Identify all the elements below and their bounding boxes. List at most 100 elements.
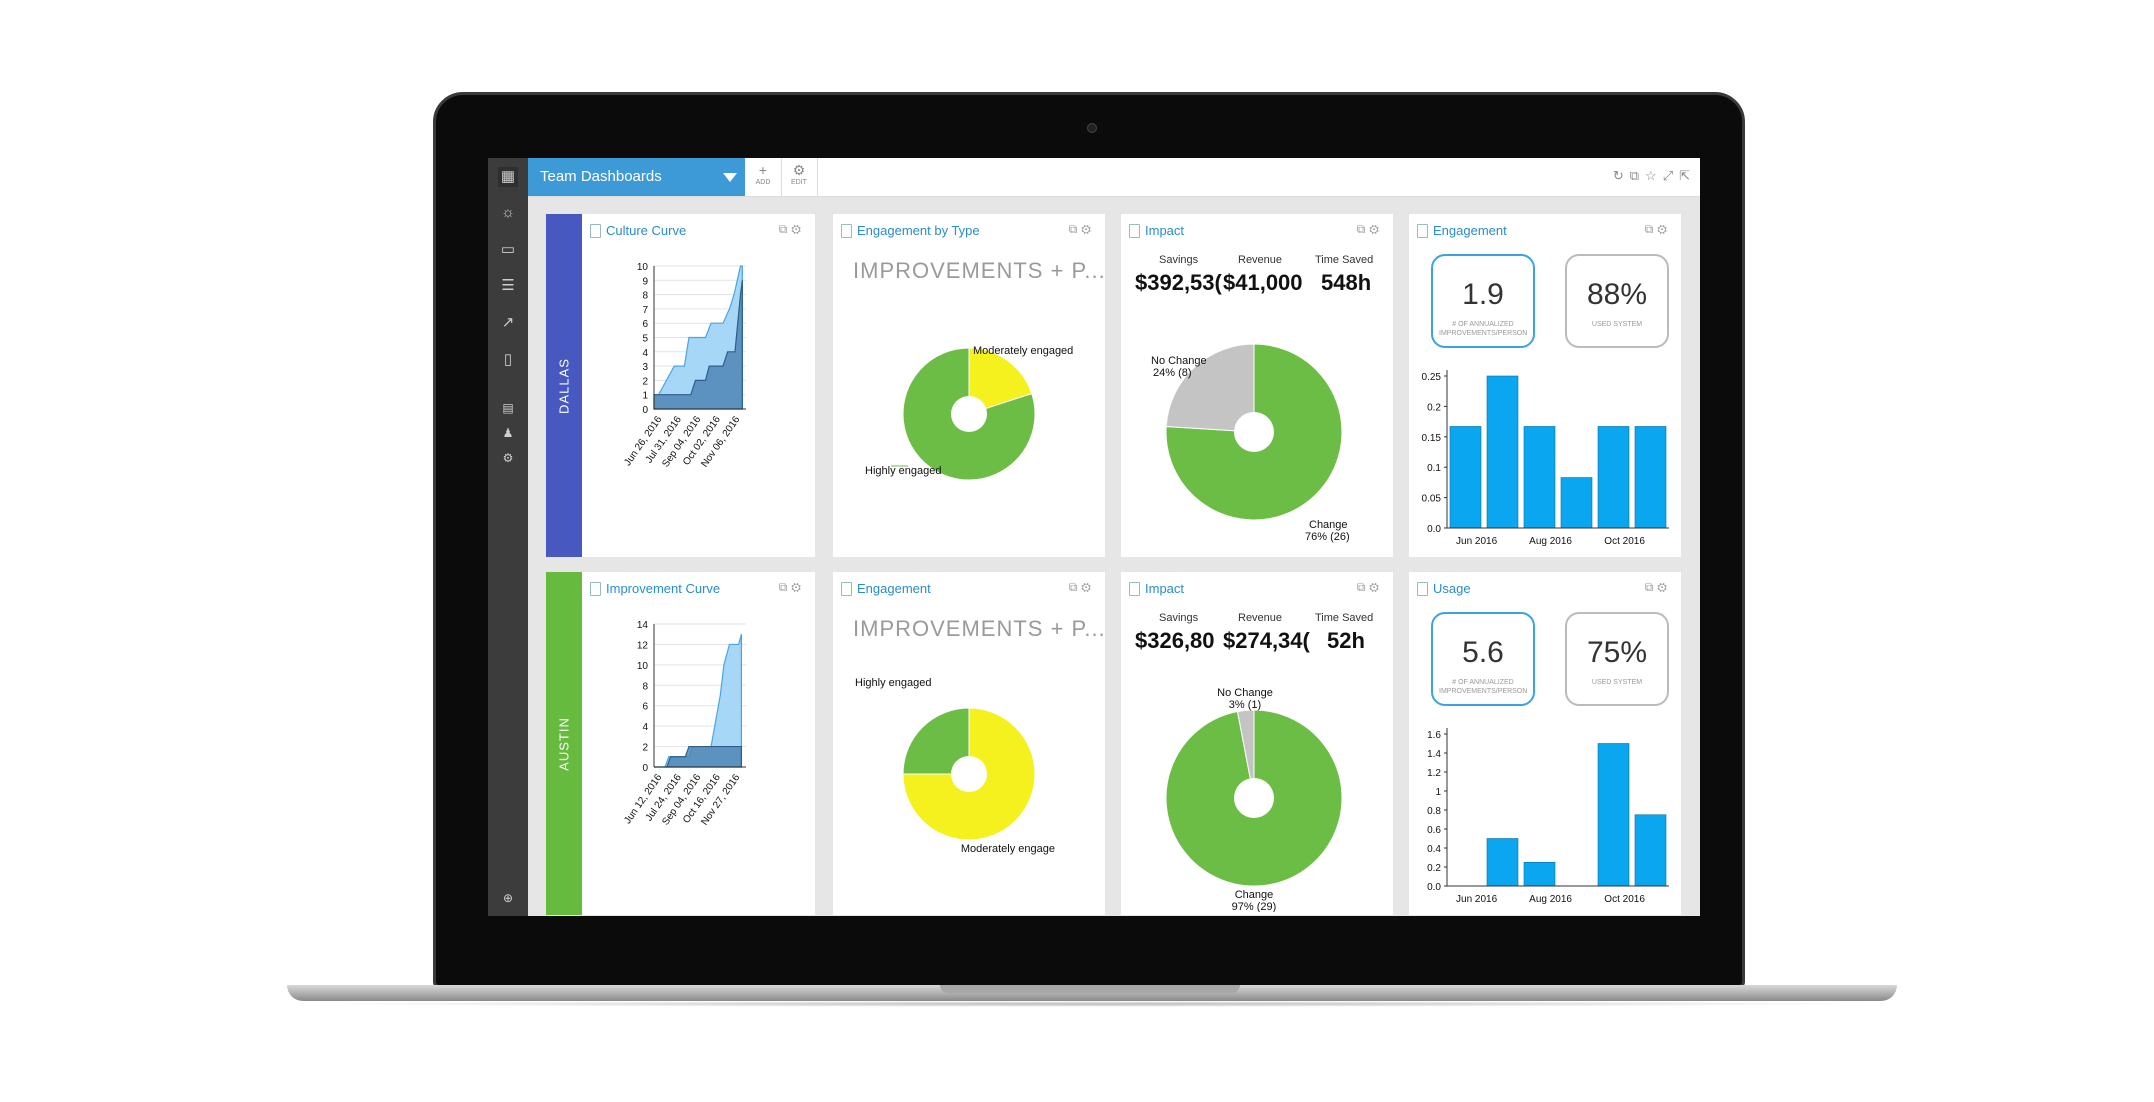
x-tick-label: Oct 2016 xyxy=(1604,536,1645,547)
revenue-label: Revenue xyxy=(1238,254,1283,266)
slice-label: No Change xyxy=(1217,687,1273,699)
card-title[interactable]: Engagement by Type xyxy=(857,223,980,238)
y-tick-label: 0.2 xyxy=(1427,863,1441,874)
y-tick-label: 3 xyxy=(642,362,648,373)
y-tick-label: 0.0 xyxy=(1427,882,1441,893)
y-tick-label: 0.0 xyxy=(1427,524,1441,535)
dashboard-selector[interactable]: Team Dashboards xyxy=(528,158,745,196)
y-tick-label: 12 xyxy=(637,640,649,651)
y-tick-label: 1.2 xyxy=(1427,768,1441,779)
gear-icon[interactable]: ⚙ xyxy=(1369,580,1383,594)
y-tick-label: 0.2 xyxy=(1427,402,1441,413)
card-title[interactable]: Impact xyxy=(1145,581,1185,596)
card-title[interactable]: Engagement xyxy=(1433,223,1507,238)
slice-label: Moderately engaged xyxy=(973,345,1073,357)
stat-box-improvements: 1.9 # OF ANNUALIZED IMPROVEMENTS/PERSON xyxy=(1431,254,1535,348)
slice-label: Highly engaged xyxy=(855,677,931,689)
card-tools: ⧉⚙ xyxy=(1069,222,1095,237)
refresh-icon[interactable]: ↻ xyxy=(1612,168,1630,183)
copy-icon[interactable]: ⧉ xyxy=(1068,580,1082,594)
copy-icon[interactable]: ⧉ xyxy=(1644,580,1658,594)
savings-label: Savings xyxy=(1159,612,1199,624)
gear-icon[interactable]: ⚙ xyxy=(1657,222,1671,236)
gear-icon[interactable]: ⚙ xyxy=(791,222,805,236)
stat-box-used-system: 88% USED SYSTEM xyxy=(1565,254,1669,348)
copy-icon[interactable]: ⧉ xyxy=(1356,222,1370,236)
card-impact-austin: Impact ⧉⚙ Savings $326,80 Revenue $274,3… xyxy=(1121,572,1393,915)
folder-icon[interactable]: ▭ xyxy=(500,241,516,258)
trend-icon[interactable]: ↗ xyxy=(501,314,515,331)
card-heading: IMPROVEMENTS + P... xyxy=(853,258,1106,283)
card-impact-dallas: Impact ⧉⚙ Savings $392,53( Revenue $41,0… xyxy=(1121,214,1393,557)
share-icon[interactable]: ⇱ xyxy=(1679,168,1696,183)
card-title[interactable]: Culture Curve xyxy=(606,223,687,238)
copy-icon[interactable]: ⧉ xyxy=(1356,580,1370,594)
copy-icon[interactable]: ⧉ xyxy=(778,222,792,236)
document-icon[interactable]: ▯ xyxy=(503,351,513,368)
copy-icon[interactable]: ⧉ xyxy=(1068,222,1082,236)
engagement-bar-chart: 0.0 0.05 0.1 0.15 0.2 0.25 Jun 2016 Aug 2016 Oct… xyxy=(1422,370,1669,547)
dashboard-name: Team Dashboards xyxy=(540,168,662,185)
gear-icon[interactable]: ⚙ xyxy=(502,451,514,465)
pie-hole xyxy=(1234,778,1274,818)
stat-label: # OF ANNUALIZED IMPROVEMENTS/PERSON xyxy=(1439,321,1528,337)
stat-label: USED SYSTEM xyxy=(1591,321,1643,328)
pie-slice xyxy=(902,347,1036,481)
expand-icon[interactable]: ⤢ xyxy=(1662,168,1680,183)
document-icon xyxy=(841,582,852,596)
card-improvement-curve: Improvement Curve ⧉⚙ 0 2 4 6 8 10 12 14 Jun 12, … xyxy=(582,572,815,915)
stat-label: # OF ANNUALIZED IMPROVEMENTS/PERSON xyxy=(1439,679,1528,695)
gear-icon: ⚙ xyxy=(792,162,806,178)
gear-icon[interactable]: ⚙ xyxy=(791,580,805,594)
edit-button[interactable]: ⚙ EDIT xyxy=(781,158,818,196)
toolbar-right-icons: ↻⧉☆⤢⇱ xyxy=(1613,168,1696,184)
document-icon xyxy=(590,582,601,596)
calendar-icon[interactable]: ▤ xyxy=(502,401,514,415)
gear-icon[interactable]: ⚙ xyxy=(1657,580,1671,594)
apps-grid-icon[interactable]: ▦ xyxy=(498,167,518,187)
card-title[interactable]: Impact xyxy=(1145,223,1185,238)
card-tools: ⧉⚙ xyxy=(779,580,805,595)
collapse-icon[interactable]: ⊕ xyxy=(502,891,514,905)
y-tick-label: 0.4 xyxy=(1427,844,1441,855)
x-tick-label: Jun 2016 xyxy=(1456,536,1498,547)
gear-icon[interactable]: ⚙ xyxy=(1081,222,1095,236)
slice-label: Change xyxy=(1235,889,1274,901)
copy-icon[interactable]: ⧉ xyxy=(778,580,792,594)
y-tick-label: 5 xyxy=(642,334,648,345)
y-tick-label: 10 xyxy=(637,262,649,273)
card-tools: ⧉⚙ xyxy=(1357,222,1383,237)
card-heading: IMPROVEMENTS + P... xyxy=(853,616,1106,641)
y-tick-label: 7 xyxy=(642,305,648,316)
copy-icon[interactable]: ⧉ xyxy=(1629,168,1646,183)
star-icon[interactable]: ☆ xyxy=(1645,168,1663,183)
add-button[interactable]: + ADD xyxy=(745,158,782,196)
bar xyxy=(1486,375,1519,529)
list-icon[interactable]: ☰ xyxy=(501,277,515,294)
savings-label: Savings xyxy=(1159,254,1199,266)
card-engagement-austin: Engagement ⧉⚙ IMPROVEMENTS + P... Modera… xyxy=(833,572,1105,915)
gear-icon[interactable]: ⚙ xyxy=(1369,222,1383,236)
copy-icon[interactable]: ⧉ xyxy=(1644,222,1658,236)
gear-icon[interactable]: ⚙ xyxy=(1081,580,1095,594)
card-culture-curve: Culture Curve ⧉⚙ 0 1 2 3 4 5 6 7 8 9 10 Jun 26, 201… xyxy=(582,214,815,557)
x-tick-label: Oct 2016 xyxy=(1604,894,1645,905)
people-icon[interactable]: ♟ xyxy=(502,426,514,440)
y-tick-label: 0.1 xyxy=(1427,463,1441,474)
y-tick-label: 14 xyxy=(637,620,649,631)
pie-hole xyxy=(951,396,987,432)
card-title[interactable]: Improvement Curve xyxy=(606,581,721,596)
slice-detail: 3% (1) xyxy=(1229,699,1261,711)
stat-box-improvements: 5.6 # OF ANNUALIZED IMPROVEMENTS/PERSON xyxy=(1431,612,1535,706)
y-tick-label: 6 xyxy=(642,319,648,330)
edit-label: EDIT xyxy=(791,179,807,186)
card-title[interactable]: Usage xyxy=(1433,581,1471,596)
card-title[interactable]: Engagement xyxy=(857,581,931,596)
card-tools: ⧉⚙ xyxy=(1357,580,1383,595)
lightbulb-icon[interactable]: ☼ xyxy=(501,204,515,221)
laptop-notch xyxy=(940,985,1240,993)
document-icon xyxy=(841,224,852,238)
y-tick-label: 0.15 xyxy=(1422,433,1442,444)
document-icon xyxy=(1417,224,1428,238)
